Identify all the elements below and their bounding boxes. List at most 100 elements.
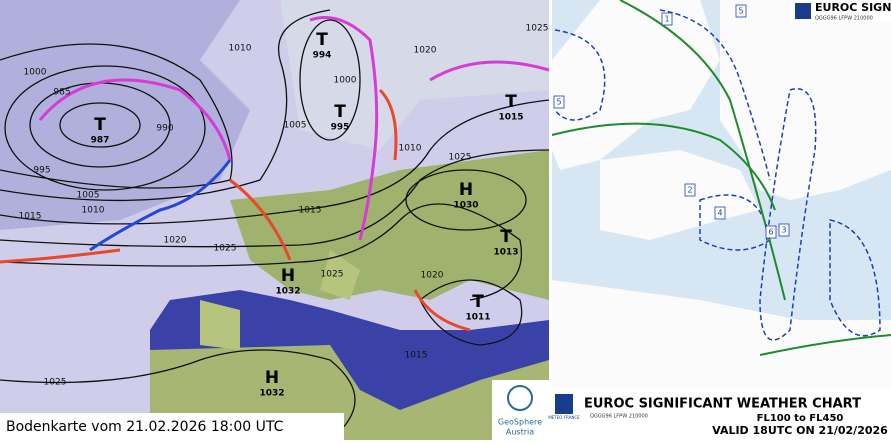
pressure-center-type: T	[472, 292, 484, 312]
occluded-front	[38, 78, 232, 161]
area-label: 6	[768, 228, 773, 237]
divider	[549, 0, 552, 440]
isobar-label: 1015	[299, 206, 322, 216]
warm-front	[378, 88, 398, 161]
area-label: 1	[664, 15, 669, 24]
isobar-label: 1010	[399, 144, 422, 154]
cloud-north	[280, 0, 549, 150]
isobar-label: 985	[53, 88, 70, 98]
isobar-label: 1025	[44, 378, 67, 388]
valid-time: VALID 18UTC ON 21/02/2026	[712, 424, 888, 437]
isobar	[0, 203, 522, 301]
isobar-label: 1005	[77, 191, 100, 201]
area-label: 5	[556, 98, 561, 107]
isobar-label: 1025	[321, 270, 344, 280]
footer-logo	[555, 394, 573, 414]
isobar	[405, 169, 527, 231]
pressure-center-type: T	[94, 115, 106, 135]
pressure-center-type: T	[316, 30, 328, 50]
isobar	[0, 149, 550, 248]
isobar-label: 1025	[449, 153, 472, 163]
occluded-front	[309, 16, 379, 241]
isobar	[299, 19, 361, 141]
pressure-center-type: T	[505, 92, 517, 112]
warm-front	[413, 289, 471, 332]
isobar-label: 1025	[214, 244, 237, 254]
header-logo-text: METEO FRANCE	[791, 18, 815, 22]
area-label: 5	[738, 7, 743, 16]
turbulence-area	[829, 219, 881, 337]
logo-icon	[507, 385, 533, 411]
pressure-center-type: T	[500, 227, 512, 247]
cloud-band	[0, 0, 250, 230]
land	[720, 0, 891, 200]
area-label: 4	[717, 209, 722, 218]
isobar	[59, 102, 141, 148]
pressure-center-value: 987	[91, 136, 110, 146]
pressure-center-value: 1032	[275, 287, 300, 297]
turbulence-area	[659, 9, 771, 181]
pressure-center-value: 1032	[259, 389, 284, 399]
chart-title: EUROC SIGNIFICANT WEATHER CHART	[584, 397, 861, 412]
isobar	[0, 43, 233, 189]
warm-front	[0, 248, 121, 264]
footer-box	[552, 388, 891, 440]
isobar	[4, 65, 206, 191]
area-label-box	[684, 183, 696, 197]
isobar-label: 1020	[421, 271, 444, 281]
isobar-label: 1010	[82, 206, 105, 216]
area-label-box	[735, 4, 747, 18]
area-label-box	[765, 225, 777, 239]
pressure-center-type: H	[265, 368, 279, 388]
map-caption: Bodenkarte vom 21.02.2026 18:00 UTC	[6, 419, 284, 435]
area-label: 2	[687, 186, 692, 195]
warm-front	[229, 178, 292, 261]
pressure-center-type: H	[281, 266, 295, 286]
flight-levels: FL100 to FL450	[757, 413, 844, 424]
pressure-center-value: 1011	[465, 313, 490, 323]
isobar	[0, 349, 356, 441]
land-africa	[552, 280, 891, 388]
pressure-center-type: T	[334, 102, 346, 122]
isobar-label: 1000	[334, 76, 357, 86]
turbulence-area	[554, 29, 606, 121]
logo-text: GeoSphere	[498, 418, 542, 427]
caption-box	[0, 413, 344, 440]
area-label-box	[553, 95, 565, 109]
jet-stream	[551, 122, 776, 211]
header-box	[791, 0, 891, 22]
pressure-center-type: H	[459, 180, 473, 200]
header-title: EUROC SIGNI	[815, 1, 891, 14]
pressure-center-value: 1030	[453, 201, 478, 211]
area-label: 3	[781, 226, 786, 235]
footer-code: QGGG96 LFPW 210000	[590, 414, 648, 420]
isobar-label: 1000	[24, 68, 47, 78]
land	[230, 150, 549, 300]
header-logo	[795, 3, 811, 19]
isobar-label: 1010	[229, 44, 252, 54]
pressure-center-value: 1013	[493, 248, 518, 258]
isobar-label: 995	[33, 166, 50, 176]
area-label-box	[661, 12, 673, 26]
occluded-front	[429, 60, 550, 82]
isobar-label: 1005	[284, 121, 307, 131]
footer-logo-text: METEO FRANCE	[548, 415, 580, 420]
isobar-label: 1025	[526, 24, 549, 34]
pressure-center-value: 1015	[498, 113, 523, 123]
pressure-center-value: 994	[313, 51, 332, 61]
area-label-box	[714, 206, 726, 220]
cold-front	[89, 159, 232, 252]
isobar	[0, 9, 331, 202]
isobar-label: 1015	[405, 351, 428, 361]
isobar-label: 1015	[19, 212, 42, 222]
area-label-box	[778, 223, 790, 237]
pressure-center-value: 995	[331, 123, 350, 133]
jet-stream	[759, 334, 891, 356]
land-iberia-italy	[200, 250, 360, 350]
isobar-label: 1020	[414, 46, 437, 56]
header-code: QGGG96 LFPW 210000	[815, 16, 873, 22]
isobar-label: 990	[156, 124, 173, 134]
logo-text: Austria	[506, 428, 534, 437]
jet-stream	[619, 0, 786, 301]
